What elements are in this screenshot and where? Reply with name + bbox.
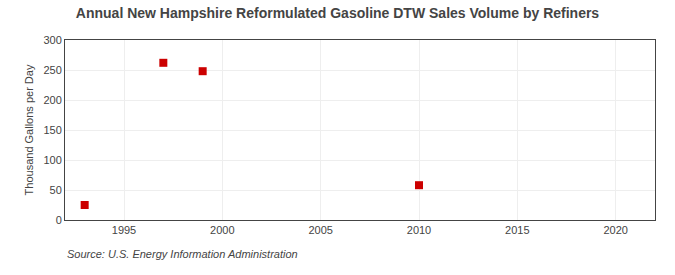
svg-text:1995: 1995	[112, 224, 136, 236]
svg-text:Thousand Gallons per Day: Thousand Gallons per Day	[23, 64, 35, 195]
svg-text:150: 150	[43, 124, 61, 136]
svg-text:2010: 2010	[407, 224, 431, 236]
svg-text:0: 0	[56, 214, 62, 226]
svg-text:2000: 2000	[210, 224, 234, 236]
svg-text:Annual New Hampshire Reformula: Annual New Hampshire Reformulated Gasoli…	[76, 5, 600, 21]
svg-text:2020: 2020	[603, 224, 627, 236]
svg-text:50: 50	[50, 184, 62, 196]
svg-text:300: 300	[43, 34, 61, 46]
svg-text:2015: 2015	[505, 224, 529, 236]
svg-text:Source: U.S. Energy Informatio: Source: U.S. Energy Information Administ…	[67, 248, 298, 260]
svg-text:250: 250	[43, 64, 61, 76]
svg-text:200: 200	[43, 94, 61, 106]
svg-text:2005: 2005	[308, 224, 332, 236]
svg-text:100: 100	[43, 154, 61, 166]
